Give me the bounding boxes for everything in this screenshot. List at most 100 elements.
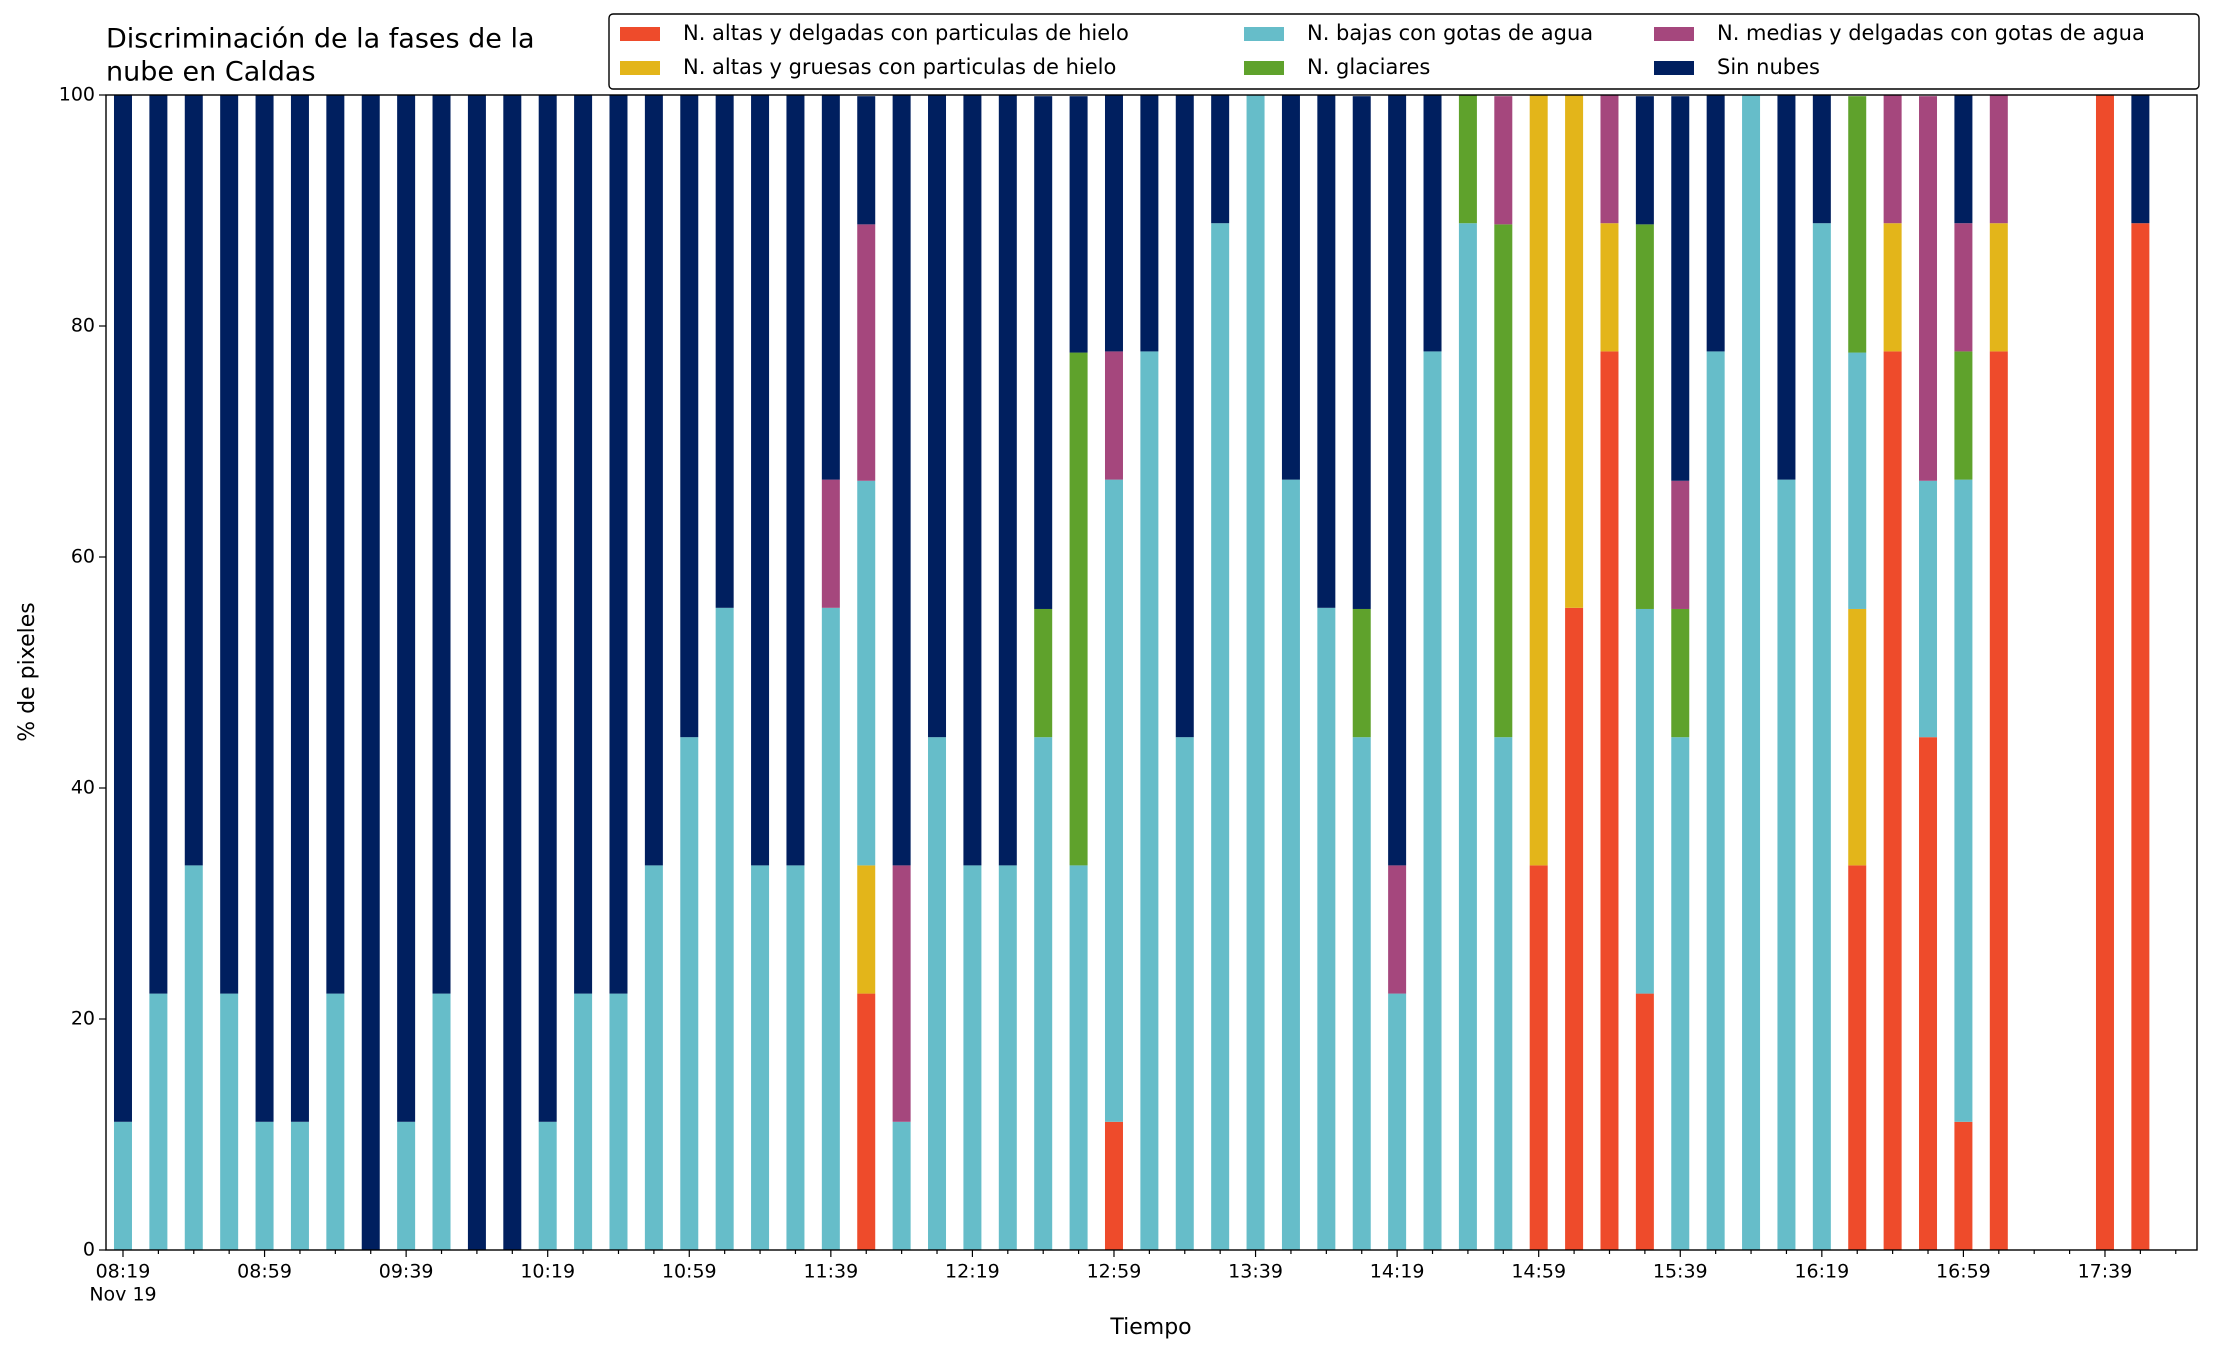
bar-segment bbox=[1919, 96, 1938, 481]
bar-segment bbox=[1388, 993, 1407, 1250]
y-tick-label: 40 bbox=[71, 777, 95, 799]
y-axis-label: % de pixeles bbox=[15, 602, 40, 741]
bar-segment bbox=[1034, 608, 1053, 738]
bar-segment bbox=[432, 95, 451, 994]
bar-segment bbox=[928, 95, 947, 738]
bar-segment bbox=[786, 95, 805, 866]
bar-segment bbox=[1281, 479, 1300, 1250]
bar-segment bbox=[1600, 223, 1619, 352]
bar-segment bbox=[574, 95, 593, 994]
bar-segment bbox=[1140, 95, 1159, 352]
bar-segment bbox=[609, 95, 628, 994]
bar-segment bbox=[1069, 96, 1088, 353]
bar-segment bbox=[1671, 608, 1690, 738]
bar-segment bbox=[963, 865, 982, 1250]
bar-segment bbox=[220, 993, 239, 1250]
bar-segment bbox=[1317, 95, 1336, 608]
bar-segment bbox=[1989, 351, 2008, 1250]
x-tick-label: 09:39 bbox=[379, 1261, 434, 1283]
bar-segment bbox=[1069, 865, 1088, 1250]
bar-segment bbox=[1140, 351, 1159, 1250]
legend-swatch bbox=[1654, 27, 1694, 41]
bar-segment bbox=[149, 993, 168, 1250]
bar-segment bbox=[326, 993, 345, 1250]
x-tick-label: 13:39 bbox=[1228, 1261, 1283, 1283]
bar-segment bbox=[715, 607, 734, 1250]
bar-segment bbox=[821, 607, 840, 1250]
x-tick-label: 16:19 bbox=[1794, 1261, 1849, 1283]
bar-segment bbox=[963, 95, 982, 866]
bar-segment bbox=[1211, 95, 1230, 224]
legend-label: N. glaciares bbox=[1307, 55, 1430, 79]
bar-segment bbox=[1175, 95, 1194, 738]
chart-title: Discriminación de la fases de la bbox=[106, 24, 535, 55]
bar-segment bbox=[1600, 351, 1619, 1250]
bar-segment bbox=[1317, 607, 1336, 1250]
bar-segment bbox=[1954, 351, 1973, 480]
legend-label: N. altas y delgadas con particulas de hi… bbox=[683, 21, 1129, 45]
bar-segment bbox=[255, 1121, 274, 1250]
chart-title: nube en Caldas bbox=[106, 57, 316, 88]
x-tick-label: 08:19 bbox=[96, 1261, 151, 1283]
bar-segment bbox=[821, 95, 840, 480]
plot-frame bbox=[105, 94, 2198, 1251]
bar-segment bbox=[2131, 95, 2150, 224]
bar-segment bbox=[1104, 351, 1123, 480]
x-tick-label: 14:59 bbox=[1511, 1261, 1566, 1283]
bar-segment bbox=[751, 865, 770, 1250]
bar-segment bbox=[1742, 95, 1761, 1250]
legend-swatch bbox=[1244, 61, 1284, 75]
bar-segment bbox=[1671, 96, 1690, 481]
x-axis-label: Tiempo bbox=[1109, 1315, 1191, 1340]
y-tick-label: 20 bbox=[71, 1008, 95, 1030]
bar-segment bbox=[1883, 95, 1902, 224]
bar-segment bbox=[1494, 737, 1513, 1250]
bar-segment bbox=[715, 95, 734, 608]
legend-label: Sin nubes bbox=[1717, 55, 1820, 79]
bar-segment bbox=[290, 1121, 309, 1250]
bar-segment bbox=[1777, 479, 1796, 1250]
bar-segment bbox=[1104, 95, 1123, 352]
bar-segment bbox=[326, 95, 345, 994]
bar-segment bbox=[1883, 223, 1902, 352]
bar-segment bbox=[574, 993, 593, 1250]
bar-segment bbox=[503, 95, 522, 1250]
bar-segment bbox=[361, 95, 380, 1250]
bar-segment bbox=[786, 865, 805, 1250]
bar-segment bbox=[857, 993, 876, 1250]
bar-segment bbox=[1635, 993, 1654, 1250]
bar-segment bbox=[1883, 351, 1902, 1250]
bar-segment bbox=[2095, 95, 2114, 1250]
bar-segment bbox=[1388, 865, 1407, 994]
bar-segment bbox=[1423, 351, 1442, 1250]
y-tick-label: 0 bbox=[83, 1239, 95, 1261]
bar-segment bbox=[1671, 737, 1690, 1250]
bar-segment bbox=[1848, 608, 1867, 866]
bar-segment bbox=[397, 95, 416, 1122]
bar-segment bbox=[857, 865, 876, 994]
bar-segment bbox=[432, 993, 451, 1250]
x-date-label: Nov 19 bbox=[89, 1284, 156, 1306]
legend: N. altas y delgadas con particulas de hi… bbox=[608, 13, 2200, 90]
bar-segment bbox=[1104, 1121, 1123, 1250]
bar-segment bbox=[184, 865, 203, 1250]
bar-segment bbox=[1423, 95, 1442, 352]
bar-segment bbox=[2131, 223, 2150, 1251]
bar-segment bbox=[1069, 352, 1088, 866]
bar-segment bbox=[1246, 95, 1265, 1250]
bar-segment bbox=[1989, 95, 2008, 224]
y-tick-label: 80 bbox=[71, 315, 95, 337]
bar-segment bbox=[1034, 737, 1053, 1250]
bar-segment bbox=[751, 95, 770, 866]
bar-segment bbox=[538, 95, 557, 1122]
bar-segment bbox=[1812, 223, 1831, 1251]
bar-segment bbox=[857, 96, 876, 225]
x-tick-label: 14:19 bbox=[1370, 1261, 1425, 1283]
bar-segment bbox=[255, 95, 274, 1122]
bar-segment bbox=[1954, 479, 1973, 1122]
bar-segment bbox=[1635, 224, 1654, 609]
bar-segment bbox=[113, 1121, 132, 1250]
bar-segment bbox=[1954, 223, 1973, 352]
legend-label: N. bajas con gotas de agua bbox=[1307, 21, 1593, 45]
